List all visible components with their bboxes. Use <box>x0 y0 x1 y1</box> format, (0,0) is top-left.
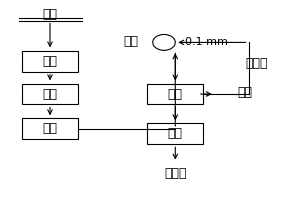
Text: 鐵精矿: 鐵精矿 <box>164 167 186 180</box>
Bar <box>147 84 203 104</box>
Text: 焉烧: 焉烧 <box>42 88 57 101</box>
Text: 原矿: 原矿 <box>42 8 57 21</box>
Text: 烘干: 烘干 <box>42 55 57 68</box>
Bar <box>22 118 78 139</box>
Bar <box>147 123 203 144</box>
Text: 干燥: 干燥 <box>168 127 183 140</box>
Text: 磨矿: 磨矿 <box>124 35 139 48</box>
Bar <box>22 84 78 104</box>
Text: -0.1 mm: -0.1 mm <box>181 37 228 47</box>
Text: 水淣: 水淣 <box>42 122 57 135</box>
Bar <box>22 51 78 72</box>
Text: 浸液: 浸液 <box>237 86 252 99</box>
Text: 浸出劑: 浸出劑 <box>246 57 268 70</box>
Text: 浸出: 浸出 <box>168 88 183 101</box>
